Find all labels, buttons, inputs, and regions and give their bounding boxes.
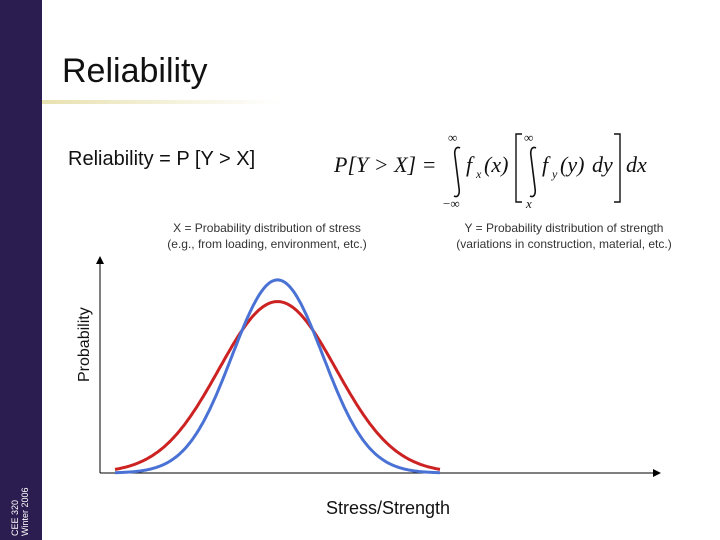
slide-title: Reliability [62, 52, 208, 90]
inner-argument: (y) [560, 152, 584, 177]
inner-differential: dy [592, 152, 613, 177]
strength-distribution-curve [114, 278, 441, 475]
inner-integrand: f [542, 152, 551, 177]
reliability-definition: Reliability = P [Y > X] [68, 148, 256, 170]
y-axis-arrow [96, 256, 104, 264]
outer-argument: (x) [484, 152, 508, 177]
bracket-right [614, 133, 621, 203]
title-underline [42, 100, 280, 104]
stress-annotation: X = Probability distribution of stress (… [132, 220, 402, 252]
strength-annotation-line1: Y = Probability distribution of strength [464, 221, 664, 235]
strength-annotation: Y = Probability distribution of strength… [418, 220, 710, 252]
outer-integral-sign [453, 146, 461, 198]
outer-upper-limit: ∞ [448, 130, 457, 145]
stress-annotation-line1: X = Probability distribution of stress [173, 221, 361, 235]
strength-annotation-line2: (variations in construction, material, e… [456, 237, 672, 251]
inner-upper-limit: ∞ [524, 130, 533, 145]
stress-annotation-line2: (e.g., from loading, environment, etc.) [167, 237, 367, 251]
inner-subscript: y [551, 167, 558, 181]
x-axis-label: Stress/Strength [325, 498, 451, 518]
reliability-formula: P[Y > X] = ∞ −∞ f x (x) ∞ x f y (y) dy d… [333, 130, 647, 210]
sidebar: CEE 320 Winter 2006 [0, 0, 42, 540]
inner-lower-limit: x [525, 196, 532, 210]
formula-lhs: P[Y > X] = [333, 152, 436, 177]
stress-distribution-curve [114, 300, 441, 471]
outer-subscript: x [475, 167, 482, 181]
inner-integral-sign [529, 146, 537, 198]
bracket-left [515, 133, 522, 203]
outer-lower-limit: −∞ [443, 196, 460, 210]
x-axis-arrow [653, 469, 661, 477]
outer-differential: dx [626, 152, 647, 177]
outer-integrand: f [466, 152, 475, 177]
